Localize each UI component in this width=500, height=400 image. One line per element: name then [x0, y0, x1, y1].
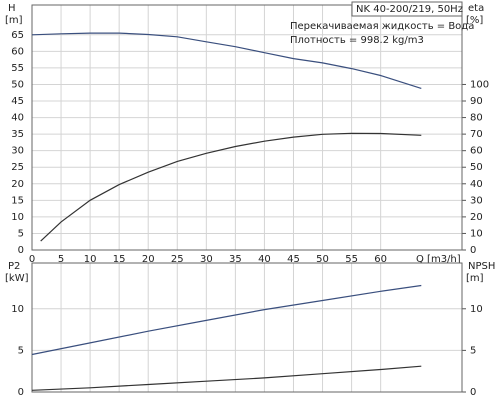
y2-tick-label: 60 — [470, 146, 483, 157]
y2-axis-unit: [%] — [466, 15, 483, 26]
y-axis-unit: [m] — [5, 15, 23, 26]
y-tick-label: 40 — [11, 113, 24, 124]
y2-tick-label: 0 — [470, 387, 476, 398]
y-tick-label: 55 — [11, 63, 24, 74]
y2-tick-label: 0 — [470, 245, 476, 256]
x-tick-label: 10 — [84, 254, 97, 265]
y2-tick-label: 40 — [470, 179, 483, 190]
y2-axis-label: eta — [468, 3, 484, 14]
y-tick-label: 45 — [11, 96, 24, 107]
y2-tick-label: 10 — [470, 228, 483, 239]
y-tick-label: 50 — [11, 79, 24, 90]
x-tick-label: 50 — [316, 254, 329, 265]
x-tick-label: 30 — [200, 254, 213, 265]
y-tick-label: 5 — [18, 228, 24, 239]
y-tick-label: 15 — [11, 195, 24, 206]
x-tick-label: 20 — [142, 254, 155, 265]
x-tick-label: 0 — [29, 254, 35, 265]
curve — [31, 284, 422, 356]
y-tick-label: 35 — [11, 129, 24, 140]
y2-tick-label: 100 — [470, 79, 489, 90]
x-tick-label: 35 — [229, 254, 242, 265]
x-tick-label: 55 — [345, 254, 358, 265]
y2-tick-label: 50 — [470, 162, 483, 173]
y2-axis-unit: [m] — [466, 273, 484, 284]
x-tick-label: 60 — [374, 254, 387, 265]
y-tick-label: 5 — [18, 345, 24, 356]
x-axis-label: Q [m3/h] — [416, 254, 461, 265]
y-tick-label: 30 — [11, 146, 24, 157]
y-axis-label: P2 — [8, 261, 20, 272]
y-tick-label: 0 — [18, 387, 24, 398]
y-axis-label: H — [8, 3, 16, 14]
curve — [31, 365, 422, 391]
y-axis-unit: [kW] — [5, 273, 29, 284]
y-tick-label: 10 — [11, 212, 24, 223]
y2-tick-label: 20 — [470, 212, 483, 223]
y2-tick-label: 30 — [470, 195, 483, 206]
y2-axis-label: NPSH — [468, 261, 495, 272]
chart-title: NK 40-200/219, 50Hz — [356, 4, 463, 15]
y2-tick-label: 80 — [470, 113, 483, 124]
annotation: Плотность = 998.2 kg/m3 — [290, 35, 424, 46]
y-tick-label: 25 — [11, 162, 24, 173]
y2-tick-label: 70 — [470, 129, 483, 140]
title-box — [351, 1, 463, 17]
y2-tick-label: 10 — [470, 304, 483, 315]
y-tick-label: 10 — [11, 304, 24, 315]
plot-frame — [31, 262, 463, 393]
x-tick-label: 45 — [287, 254, 300, 265]
y-tick-label: 0 — [18, 245, 24, 256]
y-tick-label: 60 — [11, 46, 24, 57]
x-tick-label: 15 — [113, 254, 126, 265]
x-tick-label: 5 — [58, 254, 64, 265]
y2-tick-label: 90 — [470, 96, 483, 107]
curve — [31, 32, 422, 89]
annotation: Перекачиваемая жидкость = Вода — [290, 21, 474, 32]
y2-tick-label: 5 — [470, 345, 476, 356]
curve — [40, 132, 422, 242]
x-tick-label: 25 — [171, 254, 184, 265]
plot-frame — [31, 4, 463, 251]
x-tick-label: 40 — [258, 254, 271, 265]
y-tick-label: 65 — [11, 30, 24, 41]
y-tick-label: 20 — [11, 179, 24, 190]
